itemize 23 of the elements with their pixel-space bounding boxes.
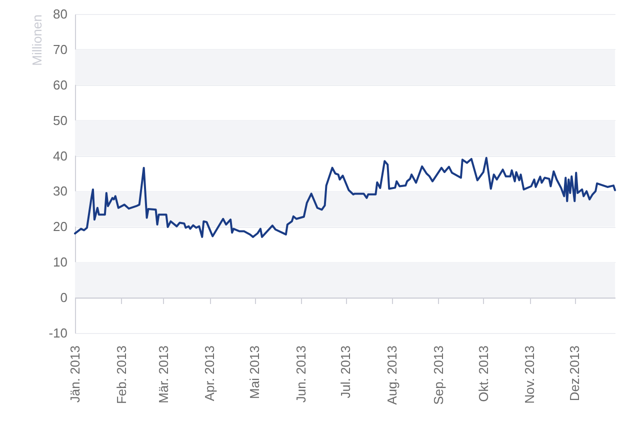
y-tick-label: 60 <box>53 77 68 92</box>
y-tick-label: 0 <box>60 290 68 306</box>
x-tick-label: Mär. 2013 <box>156 346 171 404</box>
x-tick-label: Nov. 2013 <box>522 346 538 404</box>
x-tick-label: Dez.2013 <box>567 346 582 402</box>
y-tick-label: -10 <box>48 326 68 340</box>
y-tick-label: 30 <box>53 184 68 199</box>
x-tick-label: Jul. 2013 <box>338 346 354 398</box>
x-tick-label: Jun. 2013 <box>293 346 308 403</box>
x-tick-label: Feb. 2013 <box>114 346 129 404</box>
y-tick-label: 10 <box>53 254 68 270</box>
y-tick-label: 80 <box>53 6 68 22</box>
x-tick-label: Aug. 2013 <box>384 346 400 405</box>
x-tick-label: Okt. 2013 <box>476 346 491 402</box>
y-tick-label: 70 <box>53 42 68 57</box>
x-tick-label: Sep. 2013 <box>430 346 446 405</box>
line-series <box>74 156 616 238</box>
x-tick-label: Jän. 2013 <box>68 346 82 403</box>
y-tick-label: 20 <box>53 219 68 234</box>
y-tick-label: 50 <box>53 112 68 128</box>
x-tick-label: Apr. 2013 <box>202 346 218 402</box>
x-tick-label: Mai 2013 <box>247 346 262 399</box>
y-tick-label: 40 <box>53 148 68 164</box>
